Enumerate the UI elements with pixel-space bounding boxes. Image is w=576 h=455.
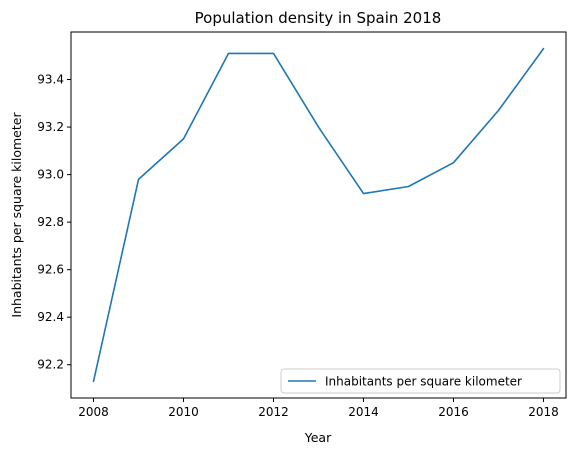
y-tick-label: 93.2 bbox=[37, 120, 64, 134]
plot-area-frame bbox=[70, 31, 567, 399]
y-axis: 92.2 92.4 92.6 92.8 93.0 93.2 93.4 bbox=[37, 73, 71, 372]
y-tick-label: 92.6 bbox=[37, 263, 64, 277]
y-tick-label: 93.0 bbox=[37, 168, 64, 182]
x-tick-label: 2010 bbox=[168, 405, 199, 419]
x-tick-label: 2016 bbox=[438, 405, 469, 419]
x-tick-label: 2008 bbox=[78, 405, 109, 419]
y-axis-label: Inhabitants per square kilometer bbox=[9, 112, 24, 318]
y-tick-label: 92.8 bbox=[37, 215, 64, 229]
legend-box bbox=[280, 368, 561, 394]
legend-label: Inhabitants per square kilometer bbox=[325, 375, 522, 389]
y-tick-label: 92.2 bbox=[37, 358, 64, 372]
legend: Inhabitants per square kilometer bbox=[280, 368, 561, 394]
series-line bbox=[92, 47, 545, 383]
chart-title: Population density in Spain 2018 bbox=[195, 9, 442, 27]
x-tick-label: 2014 bbox=[348, 405, 379, 419]
x-tick-label: 2018 bbox=[528, 405, 559, 419]
x-axis-label: Year bbox=[304, 430, 332, 445]
y-tick-label: 93.4 bbox=[37, 73, 64, 87]
x-axis: 2008 2010 2012 2014 2016 2018 bbox=[78, 398, 559, 419]
x-tick-label: 2012 bbox=[258, 405, 289, 419]
y-tick-label: 92.4 bbox=[37, 310, 64, 324]
series-lines bbox=[92, 47, 545, 383]
